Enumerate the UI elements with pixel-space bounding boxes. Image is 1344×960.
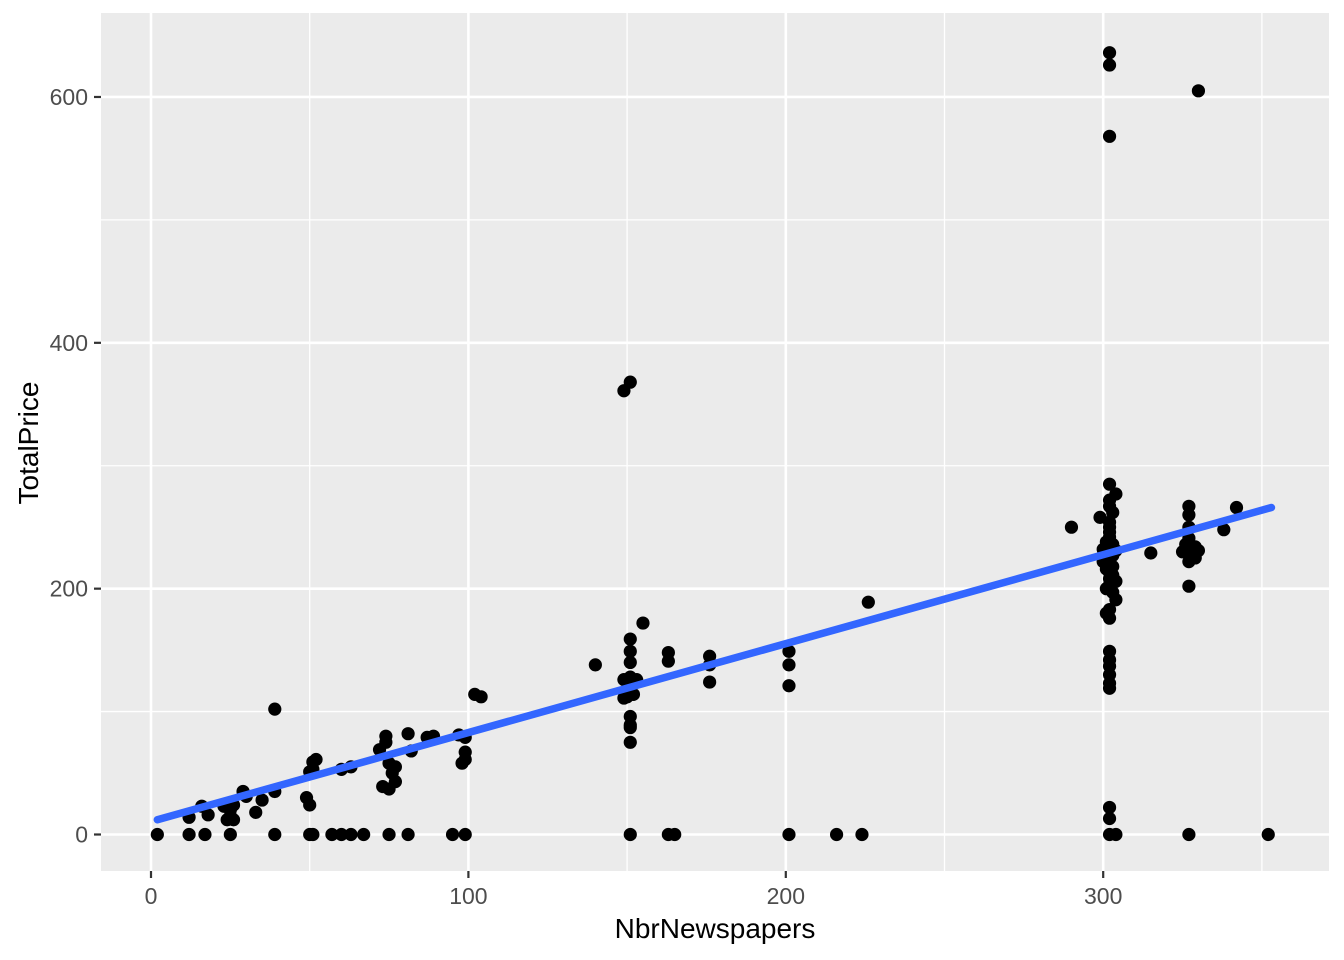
x-tick-label: 0 — [145, 883, 158, 909]
data-point — [357, 827, 371, 842]
y-tick-label: 400 — [50, 330, 88, 356]
data-point — [623, 375, 637, 389]
regression-line — [153, 503, 1276, 824]
data-point — [198, 827, 212, 842]
data-point — [474, 690, 488, 704]
data-point — [388, 775, 402, 789]
x-tick-label: 300 — [1084, 883, 1122, 909]
data-point — [636, 616, 650, 630]
data-point — [401, 727, 415, 741]
data-point — [782, 827, 796, 842]
data-point — [344, 827, 358, 842]
data-point — [861, 595, 875, 609]
data-point — [379, 735, 393, 749]
y-axis-title: TotalPrice — [13, 381, 44, 505]
x-tick-label: 200 — [767, 883, 805, 909]
data-point — [1217, 523, 1231, 537]
data-point — [623, 632, 637, 646]
data-point — [782, 658, 796, 672]
data-point — [1102, 129, 1117, 143]
data-point — [1109, 593, 1123, 607]
data-point — [1102, 611, 1117, 625]
data-point — [1261, 827, 1275, 842]
data-point — [1182, 508, 1196, 522]
data-point — [201, 808, 215, 822]
data-point — [855, 827, 869, 842]
data-point — [255, 793, 269, 807]
data-point — [1109, 827, 1123, 842]
data-point — [226, 813, 241, 827]
data-point — [1102, 681, 1117, 695]
data-point — [1064, 520, 1079, 534]
data-point — [703, 675, 717, 689]
y-tick-label: 600 — [50, 84, 88, 110]
data-point — [223, 827, 237, 842]
data-point — [455, 756, 469, 770]
data-point — [325, 827, 339, 842]
data-point — [306, 827, 320, 842]
data-point — [458, 827, 472, 842]
x-tick-label: 100 — [449, 883, 487, 909]
data-point — [268, 702, 282, 716]
data-point — [1102, 800, 1117, 815]
data-point — [268, 827, 282, 842]
data-point — [623, 655, 637, 670]
data-point — [303, 798, 317, 812]
data-point — [1102, 46, 1117, 60]
data-point — [445, 827, 460, 842]
data-point — [1182, 555, 1196, 569]
x-axis-title: NbrNewspapers — [614, 913, 816, 944]
data-point — [388, 760, 402, 774]
data-point — [1144, 546, 1158, 560]
data-point — [1182, 579, 1196, 593]
data-point — [182, 827, 196, 842]
data-point — [1102, 477, 1117, 491]
data-point — [782, 679, 796, 693]
data-point — [661, 654, 675, 668]
plot-panel — [101, 13, 1329, 871]
y-tick-label: 0 — [75, 822, 88, 848]
data-point — [249, 805, 263, 819]
data-point — [382, 827, 396, 842]
data-point — [309, 752, 323, 767]
data-point — [334, 827, 349, 842]
data-point — [1182, 827, 1196, 842]
data-point — [401, 827, 415, 842]
data-point — [623, 720, 637, 735]
data-point — [623, 644, 637, 658]
data-point — [623, 735, 637, 749]
data-point — [150, 827, 164, 842]
data-point — [1191, 84, 1206, 98]
data-point — [1102, 58, 1117, 72]
data-point — [1229, 500, 1244, 515]
data-point — [588, 658, 602, 672]
data-point — [1102, 811, 1117, 826]
y-tick-label: 200 — [50, 576, 88, 602]
data-point — [668, 827, 682, 842]
data-point — [829, 827, 844, 842]
data-point — [623, 827, 637, 842]
data-point — [782, 644, 796, 658]
